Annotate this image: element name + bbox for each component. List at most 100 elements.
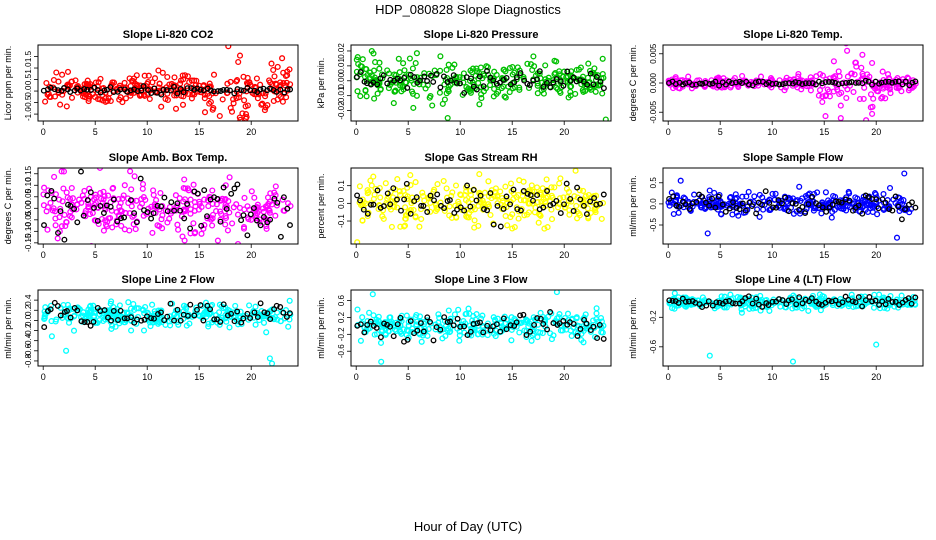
outlier-point bbox=[873, 341, 880, 348]
data-point bbox=[244, 74, 251, 81]
reference-point bbox=[357, 197, 364, 204]
data-point bbox=[372, 59, 379, 66]
reference-point bbox=[44, 192, 51, 199]
reference-point bbox=[759, 201, 765, 208]
reference-point bbox=[775, 296, 782, 303]
data-point bbox=[756, 213, 763, 220]
reference-point bbox=[682, 298, 689, 305]
y-tick-label: -1.0 bbox=[24, 107, 33, 121]
reference-point bbox=[534, 315, 541, 322]
panel-title: Slope Sample Flow bbox=[743, 152, 844, 164]
reference-point bbox=[507, 322, 514, 329]
data-point bbox=[582, 311, 589, 318]
reference-point bbox=[47, 306, 54, 313]
y-axis-label: ml/min per min. bbox=[316, 297, 326, 359]
reference-point bbox=[238, 87, 244, 94]
data-point bbox=[598, 215, 605, 222]
data-point bbox=[247, 81, 254, 88]
reference-point bbox=[799, 81, 806, 88]
reference-point bbox=[420, 328, 427, 335]
reference-point bbox=[384, 80, 391, 87]
y-tick-label: 0.2 bbox=[337, 311, 346, 323]
reference-point bbox=[78, 318, 85, 325]
reference-point bbox=[217, 218, 224, 225]
reference-point bbox=[749, 82, 756, 89]
data-point bbox=[158, 103, 165, 110]
reference-point bbox=[709, 195, 715, 202]
reference-point bbox=[722, 298, 729, 305]
data-point bbox=[174, 309, 181, 316]
reference-point bbox=[570, 74, 577, 81]
reference-point bbox=[815, 300, 822, 307]
data-point bbox=[502, 94, 509, 101]
reference-point bbox=[859, 303, 866, 310]
data-point bbox=[46, 93, 53, 100]
x-tick-label: 20 bbox=[246, 372, 256, 382]
outlier-point bbox=[369, 291, 376, 298]
data-point bbox=[404, 195, 411, 203]
data-point bbox=[401, 67, 408, 74]
y-tick-label: 0.01 bbox=[337, 58, 346, 74]
data-point bbox=[274, 63, 281, 70]
reference-point bbox=[194, 190, 201, 197]
reference-point bbox=[802, 80, 809, 87]
data-point bbox=[119, 99, 126, 106]
reference-point bbox=[191, 312, 198, 319]
reference-point bbox=[107, 203, 114, 210]
reference-point bbox=[802, 210, 809, 217]
panel-title: Slope Li-820 Temp. bbox=[743, 29, 842, 41]
reference-point bbox=[84, 319, 91, 325]
data-point bbox=[252, 303, 259, 310]
reference-point bbox=[201, 187, 208, 194]
reference-point bbox=[240, 315, 247, 322]
data-point bbox=[549, 194, 556, 201]
data-point bbox=[911, 297, 918, 304]
data-point bbox=[879, 68, 886, 75]
data-point bbox=[177, 80, 184, 87]
reference-point bbox=[560, 317, 567, 324]
data-point bbox=[233, 201, 240, 208]
data-point bbox=[133, 305, 140, 312]
data-point bbox=[235, 58, 242, 66]
reference-point bbox=[91, 204, 97, 211]
data-point bbox=[563, 201, 570, 208]
data-point bbox=[843, 45, 849, 47]
reference-point bbox=[280, 194, 287, 201]
data-point bbox=[81, 187, 88, 194]
data-point bbox=[364, 190, 371, 197]
data-point bbox=[382, 180, 389, 187]
data-point bbox=[887, 90, 894, 97]
x-tick-label: 5 bbox=[406, 372, 411, 382]
reference-point bbox=[90, 318, 97, 325]
data-point bbox=[65, 319, 73, 326]
data-point bbox=[359, 56, 366, 63]
data-point bbox=[567, 327, 574, 334]
data-point bbox=[78, 314, 85, 321]
reference-point bbox=[84, 197, 91, 204]
reference-point bbox=[227, 87, 233, 94]
data-point bbox=[199, 312, 206, 319]
reference-point bbox=[450, 72, 457, 79]
data-point bbox=[772, 190, 779, 197]
reference-point bbox=[739, 200, 746, 207]
data-point bbox=[412, 179, 419, 186]
reference-point bbox=[521, 77, 528, 84]
data-point bbox=[74, 201, 81, 208]
y-axis-label: degrees C per min. bbox=[3, 168, 13, 245]
data-point bbox=[756, 191, 763, 198]
reference-point bbox=[461, 323, 468, 330]
data-point bbox=[544, 224, 551, 231]
data-point bbox=[64, 68, 72, 75]
reference-point bbox=[600, 85, 607, 92]
reference-point bbox=[902, 206, 908, 213]
data-point bbox=[240, 223, 248, 231]
plot-frame bbox=[350, 289, 612, 367]
data-point bbox=[68, 214, 75, 221]
reference-point bbox=[752, 79, 759, 86]
data-point bbox=[362, 65, 369, 73]
reference-point bbox=[889, 207, 896, 214]
data-point bbox=[855, 302, 862, 309]
reference-point bbox=[577, 326, 584, 332]
data-point bbox=[434, 181, 441, 188]
reference-point bbox=[526, 82, 533, 88]
